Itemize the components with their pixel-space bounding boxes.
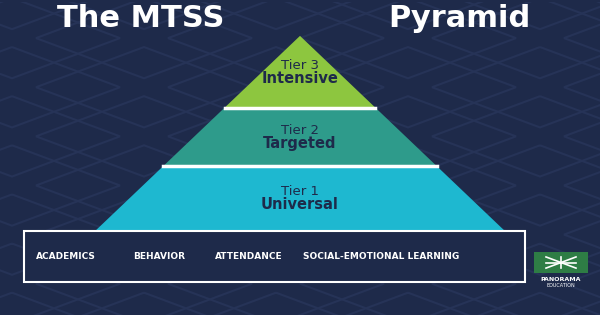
Polygon shape: [163, 108, 437, 166]
Polygon shape: [96, 166, 504, 230]
Polygon shape: [224, 36, 376, 108]
Text: ATTENDANCE: ATTENDANCE: [215, 252, 283, 261]
Text: The MTSS: The MTSS: [58, 3, 224, 32]
Text: Tier 2: Tier 2: [281, 124, 319, 137]
Text: Pyramid: Pyramid: [388, 3, 530, 32]
Text: BEHAVIOR: BEHAVIOR: [133, 252, 185, 261]
Text: PANORAMA: PANORAMA: [541, 277, 581, 282]
Text: Tier 3: Tier 3: [281, 59, 319, 72]
Text: Targeted: Targeted: [263, 136, 337, 151]
FancyBboxPatch shape: [534, 253, 588, 272]
Text: SOCIAL-EMOTIONAL LEARNING: SOCIAL-EMOTIONAL LEARNING: [303, 252, 459, 261]
FancyBboxPatch shape: [24, 231, 525, 282]
Text: EDUCATION: EDUCATION: [547, 283, 575, 288]
Text: Universal: Universal: [261, 197, 339, 212]
Text: Tier 1: Tier 1: [281, 185, 319, 198]
Text: Intensive: Intensive: [262, 71, 338, 86]
Text: ACADEMICS: ACADEMICS: [36, 252, 96, 261]
